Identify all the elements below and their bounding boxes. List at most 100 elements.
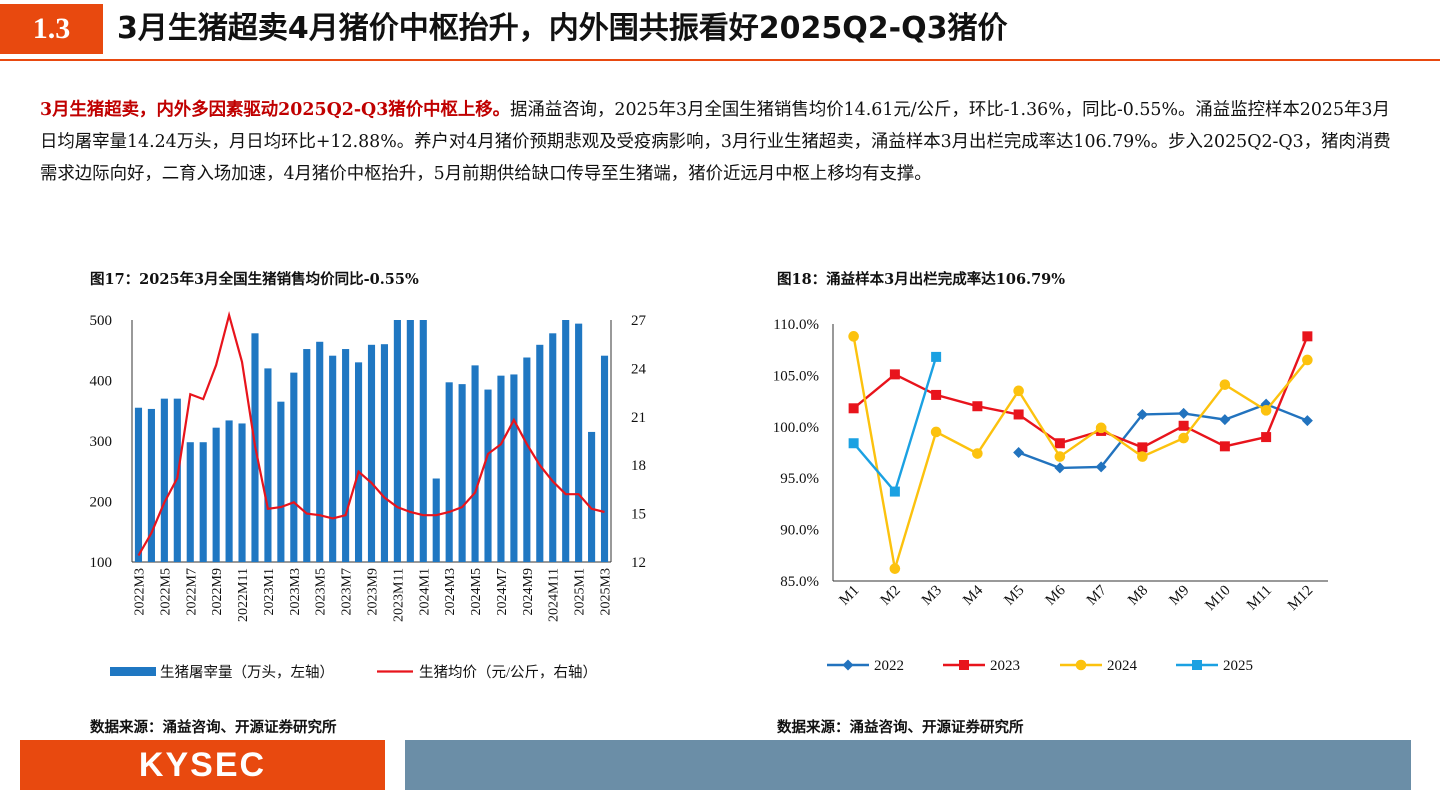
- x-tick-label: 2024M5: [469, 568, 484, 615]
- bar-2022M9: [212, 427, 220, 562]
- y-tick: 110.0%: [773, 317, 819, 333]
- bar-2024M11: [549, 333, 557, 562]
- bar-2023M9: [367, 344, 376, 562]
- bar-2023M1: [264, 368, 272, 562]
- legend-label-2025: 2025: [1223, 658, 1253, 674]
- bar-2022M7: [186, 442, 194, 562]
- bar-2023M8: [354, 362, 363, 562]
- legend-label-2022: 2022: [874, 658, 904, 674]
- bar-2022M4: [147, 408, 155, 562]
- point-2024-M4: [972, 448, 983, 459]
- point-2023-M10: [1219, 441, 1230, 452]
- y-tick: 100.0%: [773, 420, 819, 436]
- x-tick-label: 2023M7: [340, 568, 355, 615]
- x-tick-label: 2024M9: [521, 568, 536, 615]
- body-text: 据涌益咨询，2025年3月全国生猪销售均价14.61元/公斤，环比-1.36%，…: [40, 100, 1391, 184]
- legend-marker-2025: [1192, 660, 1202, 670]
- bar-2023M4: [303, 349, 311, 562]
- point-2024-M5: [1013, 385, 1024, 397]
- bar-2023M3: [290, 372, 298, 562]
- x-tick-label: 2023M5: [314, 568, 329, 615]
- bar-2024M1: [419, 320, 427, 562]
- x-tick-label: M8: [1125, 583, 1151, 609]
- bar-2025M2: [588, 431, 596, 562]
- fig18-title: 图18：涌益样本3月出栏完成率达106.79%: [777, 271, 1066, 288]
- page-title: 3月生猪超卖4月猪价中枢抬升，内外围共振看好2025Q2-Q3猪价: [117, 11, 1008, 46]
- bar-2023M6: [329, 355, 337, 562]
- point-2024-M2: [889, 563, 901, 574]
- fig17-source: 数据来源：涌益咨询、开源证券研究所: [90, 719, 337, 736]
- bar-2024M8: [510, 374, 518, 562]
- logo-text: KYSEC: [138, 746, 267, 784]
- x-tick-label: 2025M3: [599, 568, 614, 615]
- x-tick-label: 2022M9: [210, 568, 225, 615]
- x-tick-label: 2024M11: [547, 568, 562, 622]
- bar-2022M8: [199, 442, 207, 562]
- y-right-tick: 18: [631, 458, 646, 474]
- x-tick-label: 2022M5: [158, 568, 173, 615]
- legend-marker-2022: [842, 659, 854, 671]
- x-tick-label: 2023M1: [262, 568, 277, 615]
- point-2023-M11: [1261, 432, 1272, 443]
- y-left-tick: 400: [90, 374, 113, 390]
- fig17-chart: 500 400 300 200 100 27 24 21 18 15 12 2022M3 2022M5 2…: [90, 310, 647, 681]
- y-left-tick: 200: [90, 495, 113, 511]
- legend-marker-2024: [1075, 659, 1087, 671]
- point-2025-M3: [931, 351, 942, 362]
- legend-label-2023: 2023: [990, 658, 1020, 674]
- x-tick-label: 2022M7: [184, 568, 199, 615]
- bar-2025M3: [600, 355, 609, 562]
- legend-bar-label: 生猪屠宰量（万头，左轴）: [160, 664, 334, 681]
- x-tick-label: M3: [919, 583, 945, 609]
- y-tick: 90.0%: [780, 523, 819, 539]
- header-rule: [0, 59, 1440, 61]
- point-2022-M12: [1301, 415, 1313, 427]
- fig18-chart: 110.0% 105.0% 100.0% 95.0% 90.0% 85.0% M1 M2 M3 M…: [773, 317, 1328, 674]
- section-number: 1.3: [0, 4, 103, 54]
- x-tick-label: M10: [1202, 583, 1233, 614]
- bar-2024M9: [523, 357, 531, 562]
- legend-marker-2023: [959, 660, 969, 670]
- point-2022-M9: [1178, 407, 1190, 419]
- bar-2022M10: [225, 420, 233, 562]
- bar-2024M4: [458, 384, 466, 562]
- y-left-tick: 100: [90, 555, 113, 571]
- point-2024-M7: [1095, 422, 1107, 434]
- bar-2022M5: [160, 398, 168, 562]
- point-2024-M1: [848, 331, 859, 342]
- point-2023-M8: [1137, 442, 1148, 453]
- bar-2024M12: [562, 320, 570, 562]
- x-tick-label: 2024M3: [443, 568, 458, 615]
- point-2023-M3: [931, 389, 942, 400]
- x-tick-label: M2: [878, 583, 904, 609]
- x-tick-label: M12: [1285, 583, 1316, 614]
- point-2022-M8: [1136, 408, 1148, 420]
- point-2024-M9: [1178, 432, 1189, 444]
- bar-2023M7: [342, 349, 350, 562]
- point-2024-M10: [1219, 379, 1231, 390]
- y-tick: 105.0%: [773, 368, 819, 384]
- x-tick-label: M11: [1244, 583, 1275, 614]
- point-2024-M11: [1260, 405, 1272, 416]
- x-tick-label: 2023M3: [288, 568, 303, 615]
- price-line: [137, 310, 605, 557]
- bar-2023M2: [277, 401, 285, 562]
- point-2023-M2: [889, 369, 900, 380]
- x-tick-label: 2023M11: [391, 568, 406, 622]
- point-2023-M9: [1178, 420, 1189, 431]
- y-right-tick: 12: [631, 555, 646, 571]
- point-2024-M6: [1054, 451, 1066, 462]
- bar-2024M5: [471, 365, 479, 562]
- point-2023-M6: [1054, 438, 1065, 449]
- point-2022-M10: [1219, 414, 1231, 426]
- point-2023-M5: [1013, 409, 1024, 420]
- line-2024: [852, 336, 1309, 570]
- point-2024-M12: [1302, 354, 1313, 366]
- x-tick-label: 2023M9: [366, 568, 381, 615]
- point-2023-M4: [972, 401, 983, 412]
- y-left-tick: 300: [90, 434, 113, 450]
- x-tick-label: 2024M7: [495, 568, 510, 615]
- footer-bar: [405, 740, 1411, 790]
- x-tick-label: 2024M1: [417, 568, 432, 615]
- point-2025-M2: [889, 486, 900, 497]
